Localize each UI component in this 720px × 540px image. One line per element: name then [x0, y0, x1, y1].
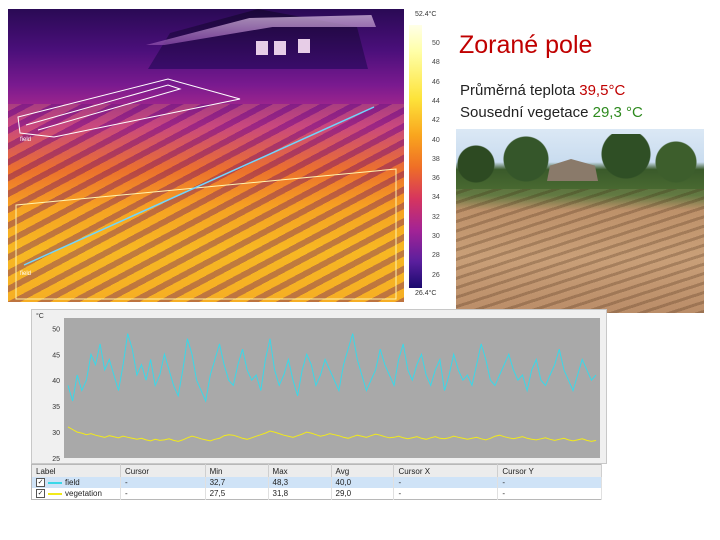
chart-svg: °C 50 45 40 35 30 25 — [36, 312, 600, 463]
roi-label-upper: field — [20, 137, 32, 143]
cursor-y-cell: - — [497, 488, 602, 500]
cursor-x-cell: - — [393, 488, 499, 500]
col-cursor-x[interactable]: Cursor X — [393, 464, 499, 477]
furrow-pattern — [8, 104, 404, 302]
scale-tick-label: 32 — [432, 213, 440, 221]
average-temperature-line: Průměrná teplota 39,5°C — [460, 82, 625, 99]
min-cell: 27,5 — [205, 488, 269, 500]
max-cell: 48,3 — [268, 477, 332, 488]
cursor-cell: - — [120, 477, 206, 488]
scale-tick-label: 36 — [432, 175, 440, 183]
scale-tick-label: 44 — [432, 97, 440, 105]
y-tick-label: 50 — [52, 326, 60, 333]
temperature-profile-chart: °C 50 45 40 35 30 25 — [31, 309, 607, 464]
col-min[interactable]: Min — [205, 464, 269, 477]
window — [274, 41, 286, 55]
row-label: vegetation — [65, 488, 102, 498]
scale-tick-label: 46 — [432, 78, 440, 86]
scale-tick-label: 38 — [432, 155, 440, 163]
col-cursor[interactable]: Cursor — [120, 464, 206, 477]
vegetation-temperature-line: Sousední vegetace 29,3 °C — [460, 104, 643, 121]
average-temperature-label: Průměrná teplota — [460, 82, 576, 99]
roi-lower-polygon — [15, 168, 397, 300]
y-tick-label: 45 — [52, 352, 60, 359]
field-photo — [456, 129, 704, 313]
checkbox[interactable]: ✓ — [36, 489, 45, 499]
scale-tick-label: 48 — [432, 59, 440, 67]
scale-tick-label: 42 — [432, 117, 440, 125]
col-avg[interactable]: Avg — [331, 464, 395, 477]
max-cell: 31,8 — [268, 488, 332, 500]
series-swatch — [48, 492, 62, 495]
row-label-cell: ✓ vegetation — [31, 488, 121, 500]
vegetation-temperature-label: Sousední vegetace — [460, 104, 589, 121]
cursor-x-cell: - — [393, 477, 499, 488]
col-label[interactable]: Label — [31, 464, 121, 477]
row-label: field — [65, 477, 80, 487]
scale-tick-label: 28 — [432, 252, 440, 260]
checkbox[interactable]: ✓ — [36, 478, 45, 488]
y-tick-label: 40 — [52, 378, 60, 385]
roi-upper-polygon — [17, 78, 241, 138]
window — [256, 41, 268, 55]
plowed-furrows — [456, 189, 704, 313]
avg-cell: 29,0 — [331, 488, 395, 500]
table-header-row: Label Cursor Min Max Avg Cursor X Cursor… — [31, 464, 602, 477]
table-row[interactable]: ✓ field - 32,7 48,3 40,0 - - — [31, 477, 602, 488]
scale-tick-label: 40 — [432, 136, 440, 144]
scale-min-label: 26.4°C — [415, 290, 437, 297]
y-axis-unit: °C — [36, 312, 44, 320]
y-tick-label: 35 — [52, 404, 60, 411]
window — [298, 39, 310, 53]
series-swatch — [48, 481, 62, 484]
scale-tick-label: 50 — [432, 40, 440, 47]
y-tick-label: 30 — [52, 430, 60, 437]
average-temperature-value: 39,5°C — [579, 82, 626, 99]
profile-table: Label Cursor Min Max Avg Cursor X Cursor… — [31, 464, 602, 500]
table-row[interactable]: ✓ vegetation - 27,5 31,8 29,0 - - — [31, 488, 602, 500]
roi-overlay — [15, 78, 397, 300]
series-line-field — [67, 333, 597, 403]
cursor-cell: - — [120, 488, 206, 500]
cursor-y-cell: - — [497, 477, 602, 488]
scale-tick-label: 26 — [432, 271, 440, 279]
col-cursor-y[interactable]: Cursor Y — [497, 464, 602, 477]
scale-max-label: 52.4°C — [415, 11, 437, 18]
row-label-cell: ✓ field — [31, 477, 121, 488]
y-tick-label: 25 — [52, 456, 60, 463]
roi-label-lower: field — [20, 271, 32, 277]
cottage — [547, 159, 598, 181]
min-cell: 32,7 — [205, 477, 269, 488]
profile-line — [23, 106, 375, 266]
plot-area — [64, 318, 600, 458]
color-scale-bar — [409, 25, 422, 288]
roi-upper-inner — [25, 84, 182, 131]
scale-tick-label: 30 — [432, 233, 440, 240]
thermal-image: field field — [8, 9, 404, 302]
col-max[interactable]: Max — [268, 464, 332, 477]
vegetation-temperature-value: 29,3 °C — [592, 104, 643, 121]
avg-cell: 40,0 — [331, 477, 395, 488]
scale-tick-label: 34 — [432, 194, 440, 202]
slide-title: Zorané pole — [459, 31, 593, 59]
series-line-vegetation — [67, 426, 597, 442]
